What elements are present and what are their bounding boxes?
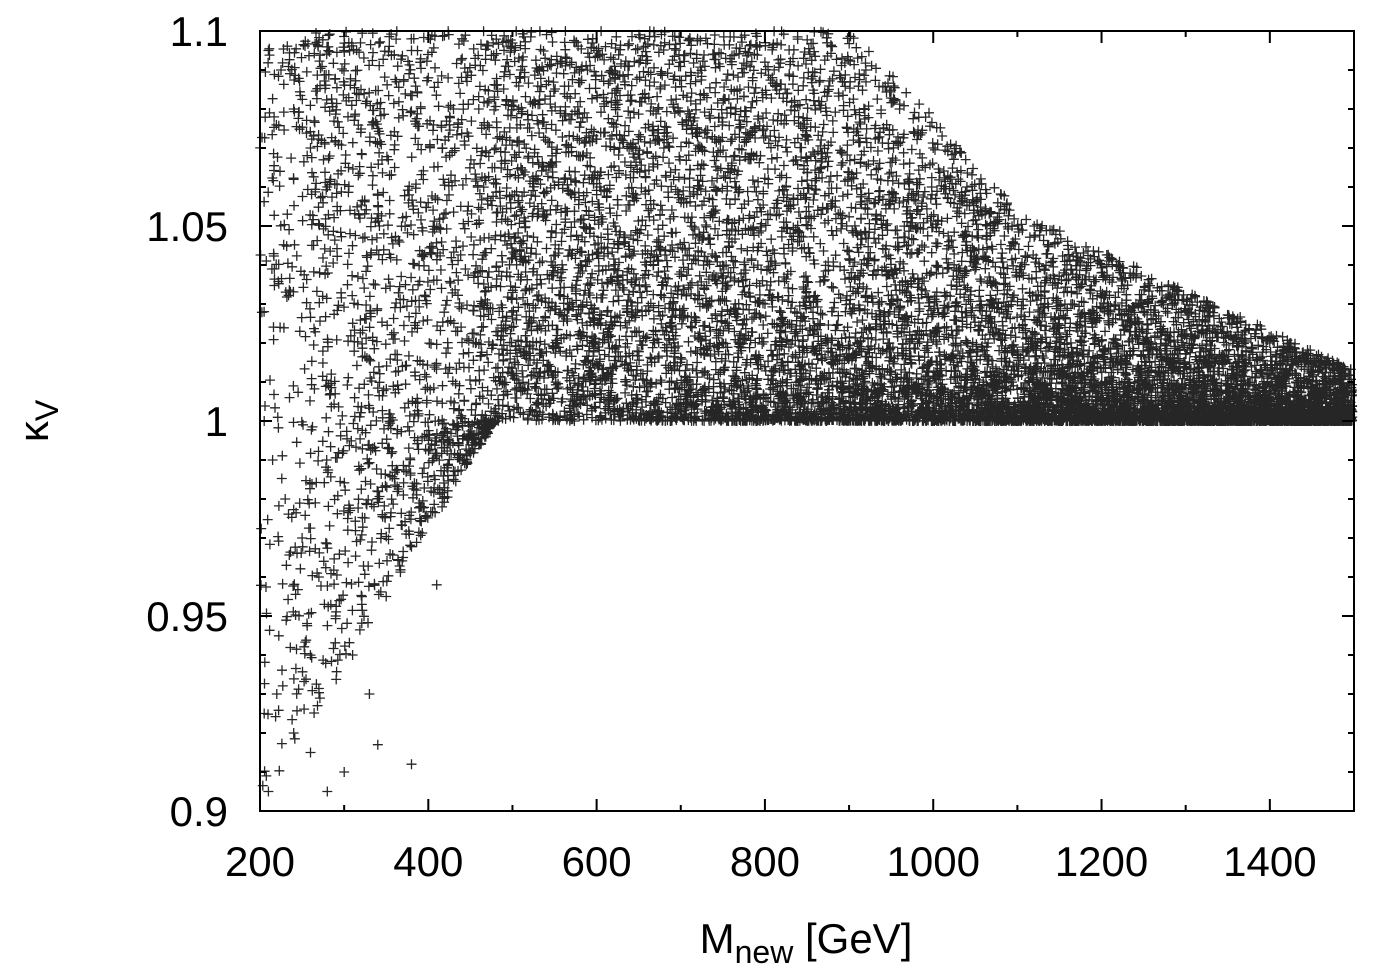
x-tick-label: 1000: [887, 838, 980, 885]
y-axis-label: κV: [10, 399, 65, 442]
x-tick-label: 1200: [1055, 838, 1148, 885]
x-axis-label-unit: [GeV]: [793, 915, 912, 962]
y-tick-label: 1.1: [170, 8, 228, 55]
x-axis-label: Mnew [GeV]: [700, 915, 913, 970]
y-tick-label: 1.05: [146, 203, 228, 250]
x-tick-label: 1400: [1223, 838, 1316, 885]
scatter-markers: [255, 26, 1358, 797]
y-tick-label: 1: [205, 398, 228, 445]
x-tick-label: 400: [393, 838, 463, 885]
scatter-points: [255, 26, 1358, 797]
x-axis-label-main: M: [700, 915, 735, 962]
tick-labels: 200 400 600 800 1000 1200 1400 0.9 0.95 1 1.05 1.1: [146, 8, 1316, 885]
x-tick-label: 600: [562, 838, 632, 885]
y-axis-label-main: κ: [10, 420, 57, 442]
x-tick-label: 800: [730, 838, 800, 885]
y-tick-label: 0.9: [170, 788, 228, 835]
y-axis-label-sub: V: [29, 399, 65, 421]
y-tick-label: 0.95: [146, 593, 228, 640]
x-tick-label: 200: [225, 838, 295, 885]
plot-frame: [259, 30, 1355, 812]
x-axis-label-sub: new: [735, 934, 795, 970]
